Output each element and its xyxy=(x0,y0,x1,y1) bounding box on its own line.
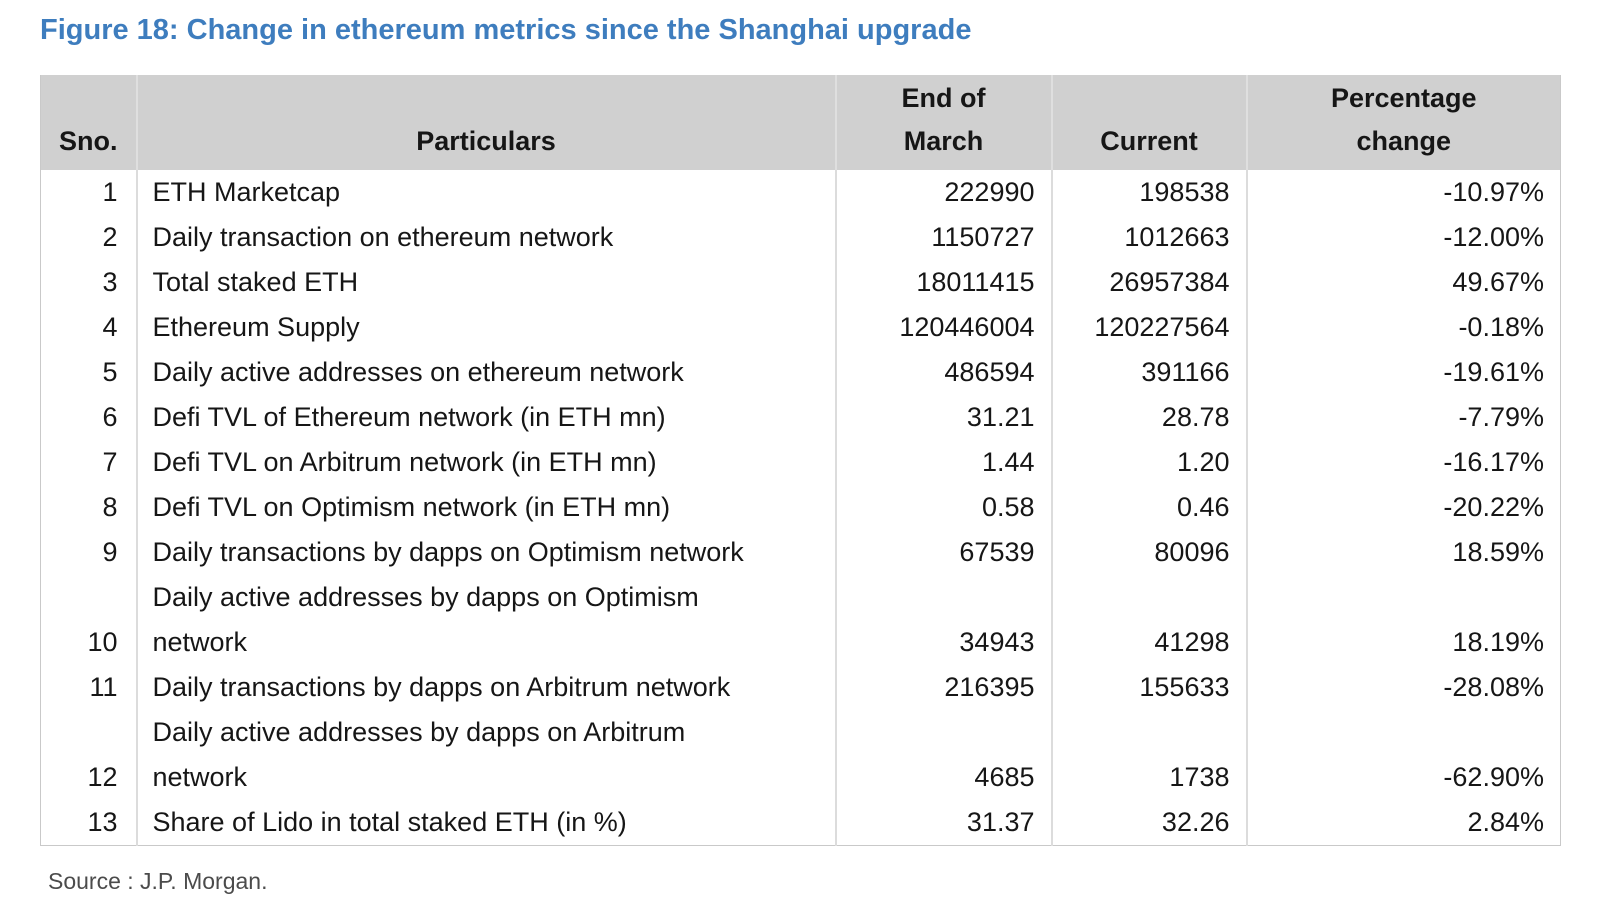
cell-sno: 13 xyxy=(40,800,137,846)
cell-sno: 9 xyxy=(40,530,137,575)
cell-particulars: Total staked ETH xyxy=(135,260,836,305)
table-row: 1 ETH Marketcap 222990 198538 -10.97% xyxy=(40,170,1561,215)
figure-title: Figure 18: Change in ethereum metrics si… xyxy=(40,14,972,46)
cell-percentage-change: 18.59% xyxy=(1245,530,1561,575)
cell-particulars: Daily transaction on ethereum network xyxy=(135,215,836,260)
cell-sno: 2 xyxy=(40,215,137,260)
cell-sno: 7 xyxy=(40,440,137,485)
cell-current: 26957384 xyxy=(1050,260,1247,305)
cell-percentage-change: -7.79% xyxy=(1245,395,1561,440)
cell-particulars: Daily active addresses by dapps on Arbit… xyxy=(135,710,836,800)
cell-particulars: Defi TVL of Ethereum network (in ETH mn) xyxy=(135,395,836,440)
cell-particulars: Share of Lido in total staked ETH (in %) xyxy=(135,800,836,846)
cell-particulars: Daily transactions by dapps on Arbitrum … xyxy=(135,665,836,710)
header-sno: Sno. xyxy=(40,75,137,170)
cell-end-of-march: 486594 xyxy=(834,350,1052,395)
cell-sno: 12 xyxy=(40,710,137,800)
table-row: 4 Ethereum Supply 120446004 120227564 -0.18% xyxy=(40,305,1561,350)
cell-percentage-change: -0.18% xyxy=(1245,305,1561,350)
metrics-table: Sno. Particulars End of March Current Pe… xyxy=(40,75,1561,846)
cell-sno: 11 xyxy=(40,665,137,710)
cell-end-of-march: 120446004 xyxy=(834,305,1052,350)
cell-current: 28.78 xyxy=(1050,395,1247,440)
cell-current: 32.26 xyxy=(1050,800,1247,846)
cell-percentage-change: 2.84% xyxy=(1245,800,1561,846)
table-row: 6 Defi TVL of Ethereum network (in ETH mn… xyxy=(40,395,1561,440)
cell-particulars: Daily active addresses on ethereum netwo… xyxy=(135,350,836,395)
cell-sno: 8 xyxy=(40,485,137,530)
cell-percentage-change: -28.08% xyxy=(1245,665,1561,710)
cell-end-of-march: 216395 xyxy=(834,665,1052,710)
cell-current: 1738 xyxy=(1050,710,1247,800)
cell-particulars: Defi TVL on Arbitrum network (in ETH mn) xyxy=(135,440,836,485)
cell-end-of-march: 1.44 xyxy=(834,440,1052,485)
cell-percentage-change: -20.22% xyxy=(1245,485,1561,530)
cell-current: 198538 xyxy=(1050,170,1247,215)
cell-current: 391166 xyxy=(1050,350,1247,395)
figure-source: Source : J.P. Morgan. xyxy=(48,868,268,894)
cell-current: 41298 xyxy=(1050,575,1247,665)
cell-current: 120227564 xyxy=(1050,305,1247,350)
cell-percentage-change: 49.67% xyxy=(1245,260,1561,305)
cell-end-of-march: 4685 xyxy=(834,710,1052,800)
cell-particulars: Defi TVL on Optimism network (in ETH mn) xyxy=(135,485,836,530)
cell-sno: 4 xyxy=(40,305,137,350)
cell-end-of-march: 67539 xyxy=(834,530,1052,575)
cell-sno: 1 xyxy=(40,170,137,215)
cell-current: 1.20 xyxy=(1050,440,1247,485)
cell-end-of-march: 18011415 xyxy=(834,260,1052,305)
cell-end-of-march: 31.21 xyxy=(834,395,1052,440)
cell-particulars: Daily active addresses by dapps on Optim… xyxy=(135,575,836,665)
header-particulars: Particulars xyxy=(135,75,836,170)
table-header: Sno. Particulars End of March Current Pe… xyxy=(40,75,1561,170)
header-current: Current xyxy=(1050,75,1247,170)
table-row: 9 Daily transactions by dapps on Optimism… xyxy=(40,530,1561,575)
cell-current: 1012663 xyxy=(1050,215,1247,260)
header-end-of-march: End of March xyxy=(834,75,1052,170)
table-row: 7 Defi TVL on Arbitrum network (in ETH mn… xyxy=(40,440,1561,485)
cell-particulars: ETH Marketcap xyxy=(135,170,836,215)
table-body: 1 ETH Marketcap 222990 198538 -10.97% 2 Daily … xyxy=(40,170,1561,846)
cell-end-of-march: 222990 xyxy=(834,170,1052,215)
table-row: 12 Daily active addresses by dapps on Arb… xyxy=(40,710,1561,800)
cell-particulars: Ethereum Supply xyxy=(135,305,836,350)
cell-sno: 3 xyxy=(40,260,137,305)
cell-percentage-change: -62.90% xyxy=(1245,710,1561,800)
cell-percentage-change: -12.00% xyxy=(1245,215,1561,260)
table-row: 13 Share of Lido in total staked ETH (in … xyxy=(40,800,1561,846)
cell-percentage-change: -10.97% xyxy=(1245,170,1561,215)
figure-container: Figure 18: Change in ethereum metrics si… xyxy=(40,14,1561,894)
table-row: 5 Daily active addresses on ethereum netw… xyxy=(40,350,1561,395)
cell-end-of-march: 0.58 xyxy=(834,485,1052,530)
cell-end-of-march: 34943 xyxy=(834,575,1052,665)
cell-particulars: Daily transactions by dapps on Optimism … xyxy=(135,530,836,575)
cell-percentage-change: -19.61% xyxy=(1245,350,1561,395)
cell-end-of-march: 31.37 xyxy=(834,800,1052,846)
cell-sno: 5 xyxy=(40,350,137,395)
table-row: 8 Defi TVL on Optimism network (in ETH mn… xyxy=(40,485,1561,530)
cell-percentage-change: 18.19% xyxy=(1245,575,1561,665)
header-percentage-change: Percentage change xyxy=(1245,75,1561,170)
table-row: 3 Total staked ETH 18011415 26957384 49.67% xyxy=(40,260,1561,305)
cell-percentage-change: -16.17% xyxy=(1245,440,1561,485)
table-header-row: Sno. Particulars End of March Current Pe… xyxy=(40,75,1561,170)
cell-sno: 6 xyxy=(40,395,137,440)
table-row: 10 Daily active addresses by dapps on Opt… xyxy=(40,575,1561,665)
cell-current: 155633 xyxy=(1050,665,1247,710)
cell-sno: 10 xyxy=(40,575,137,665)
cell-current: 0.46 xyxy=(1050,485,1247,530)
table-row: 11 Daily transactions by dapps on Arbitru… xyxy=(40,665,1561,710)
table-row: 2 Daily transaction on ethereum network 11… xyxy=(40,215,1561,260)
cell-current: 80096 xyxy=(1050,530,1247,575)
cell-end-of-march: 1150727 xyxy=(834,215,1052,260)
